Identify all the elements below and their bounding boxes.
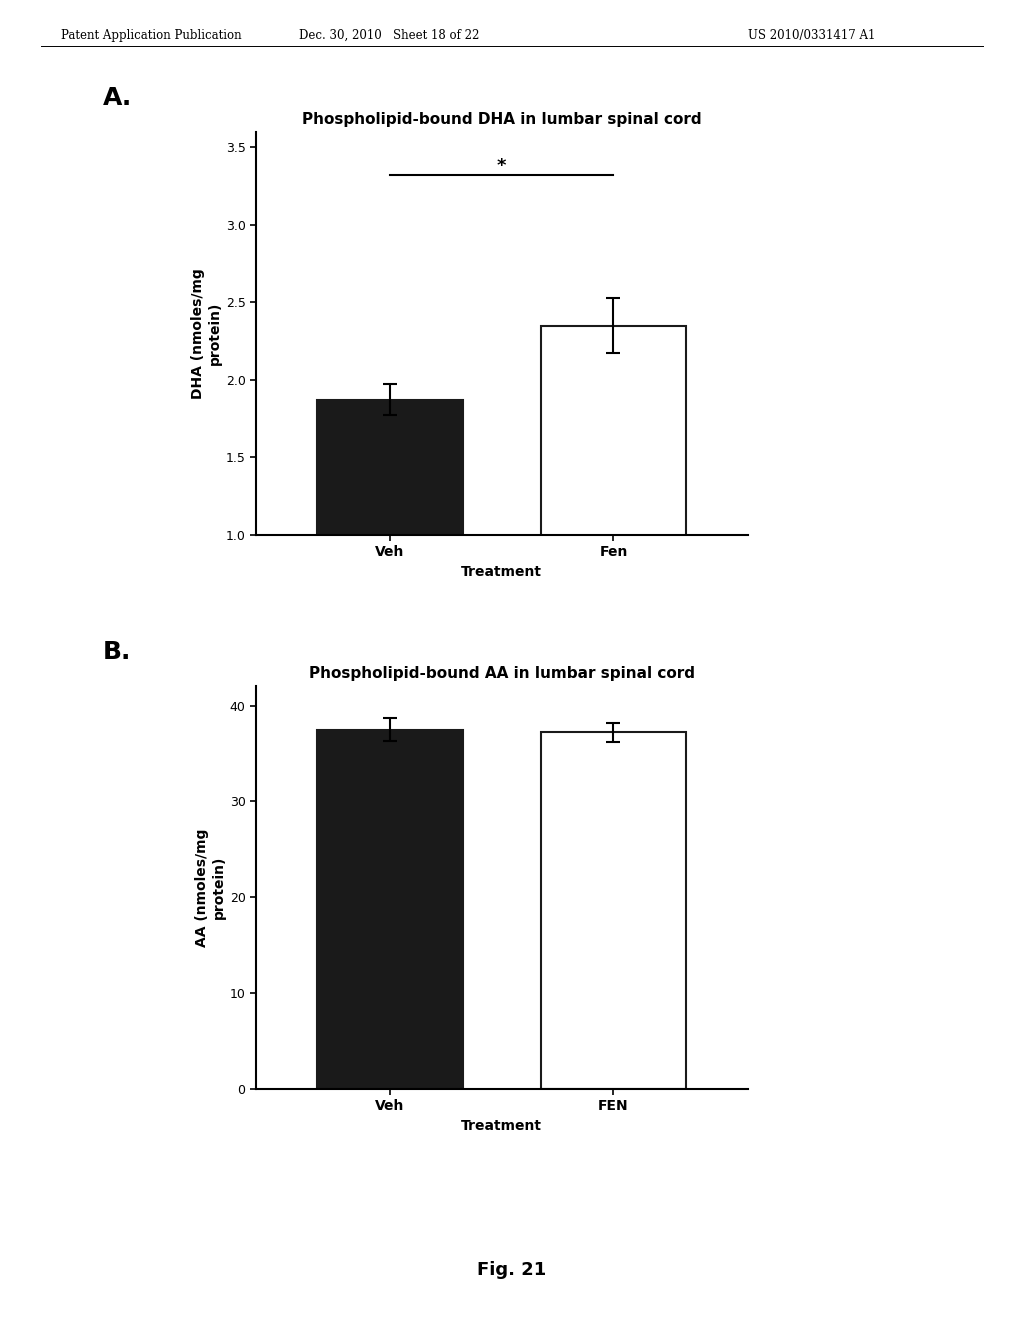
X-axis label: Treatment: Treatment (461, 1119, 543, 1133)
Text: Dec. 30, 2010   Sheet 18 of 22: Dec. 30, 2010 Sheet 18 of 22 (299, 29, 479, 42)
X-axis label: Treatment: Treatment (461, 565, 543, 578)
Bar (317, 730, 463, 1089)
Bar (541, 733, 686, 1089)
Text: *: * (497, 157, 507, 176)
Text: Fig. 21: Fig. 21 (477, 1261, 547, 1279)
Y-axis label: AA (nmoles/mg
protein): AA (nmoles/mg protein) (196, 829, 225, 946)
Y-axis label: DHA (nmoles/mg
protein): DHA (nmoles/mg protein) (191, 268, 221, 399)
Bar (541, 326, 686, 689)
Text: B.: B. (102, 640, 131, 664)
Title: Phospholipid-bound AA in lumbar spinal cord: Phospholipid-bound AA in lumbar spinal c… (309, 667, 694, 681)
Bar (317, 400, 463, 689)
Text: Patent Application Publication: Patent Application Publication (61, 29, 242, 42)
Title: Phospholipid-bound DHA in lumbar spinal cord: Phospholipid-bound DHA in lumbar spinal … (302, 112, 701, 127)
Text: A.: A. (102, 86, 132, 110)
Text: US 2010/0331417 A1: US 2010/0331417 A1 (748, 29, 874, 42)
